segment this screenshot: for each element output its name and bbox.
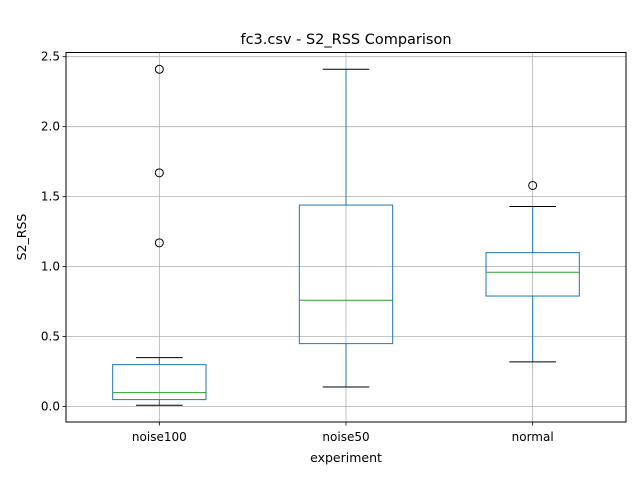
boxes — [112, 64, 580, 406]
y-tick-label: 0.5 — [41, 330, 60, 344]
iqr-box — [112, 364, 207, 401]
outlier-point — [528, 180, 538, 190]
axis-ticks: 0.0 0.5 1.0 1.5 2.0 2.5 noise100 noise50 normal — [41, 50, 554, 444]
y-axis-label: S2_RSS — [14, 214, 29, 261]
x-tick-label: noise100 — [132, 430, 187, 444]
box-group-noise50 — [298, 68, 394, 388]
x-axis-label: experiment — [310, 450, 382, 465]
y-tick-label: 2.5 — [41, 50, 60, 64]
box-group-noise100 — [112, 64, 207, 406]
y-tick-label: 1.0 — [41, 260, 60, 274]
y-tick-label: 2.0 — [41, 120, 60, 134]
x-tick-label: noise50 — [322, 430, 369, 444]
chart-title: fc3.csv - S2_RSS Comparison — [240, 32, 451, 48]
outlier-point — [154, 64, 164, 74]
iqr-box — [485, 252, 580, 297]
outlier-point — [154, 238, 164, 248]
iqr-box — [298, 204, 394, 345]
y-tick-label: 0.0 — [41, 400, 60, 414]
y-tick-label: 1.5 — [41, 190, 60, 204]
x-tick-label: normal — [512, 430, 554, 444]
outlier-point — [154, 168, 164, 178]
box-group-normal — [485, 180, 580, 363]
